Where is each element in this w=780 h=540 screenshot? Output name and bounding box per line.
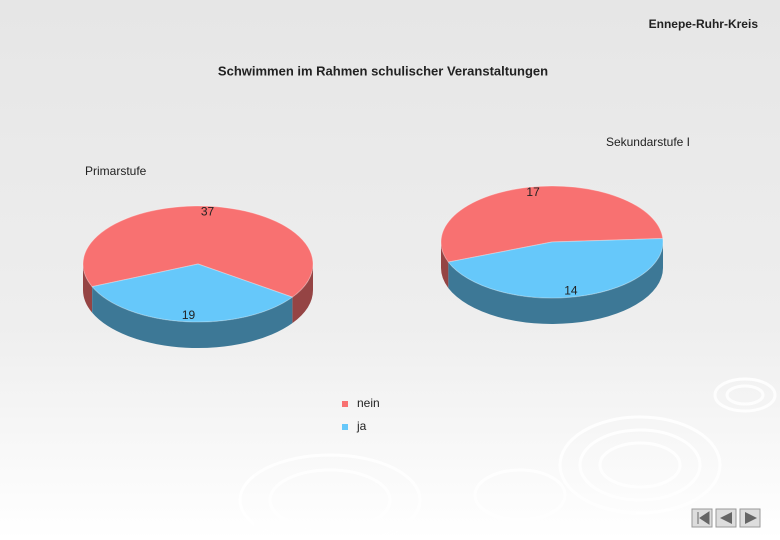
pie-slice <box>447 237 664 299</box>
pie-slice <box>82 205 314 298</box>
data-label: 37 <box>201 204 215 218</box>
legend-label: ja <box>356 419 367 433</box>
legend-swatch <box>342 401 348 407</box>
data-label: 14 <box>564 283 578 297</box>
chart-title: Schwimmen im Rahmen schulischer Veransta… <box>218 63 548 78</box>
data-label: 19 <box>182 308 196 322</box>
prev-icon <box>720 512 732 524</box>
navigation <box>691 508 761 528</box>
next-icon <box>745 512 757 524</box>
pie-title: Sekundarstufe I <box>606 135 690 149</box>
pie-slice <box>91 263 294 323</box>
legend-swatch <box>342 424 348 430</box>
pie-title: Primarstufe <box>85 164 147 178</box>
first-icon <box>697 511 710 525</box>
pie-side <box>448 242 663 325</box>
legend-label: nein <box>357 396 380 410</box>
data-label: 17 <box>526 185 540 199</box>
decoration <box>238 377 777 540</box>
pie-side <box>92 286 293 349</box>
pie-side <box>292 264 313 324</box>
header: Ennepe-Ruhr-Kreis <box>649 17 759 31</box>
pie-side <box>83 264 93 313</box>
pie-side <box>441 242 449 289</box>
pie-slice <box>440 185 664 263</box>
